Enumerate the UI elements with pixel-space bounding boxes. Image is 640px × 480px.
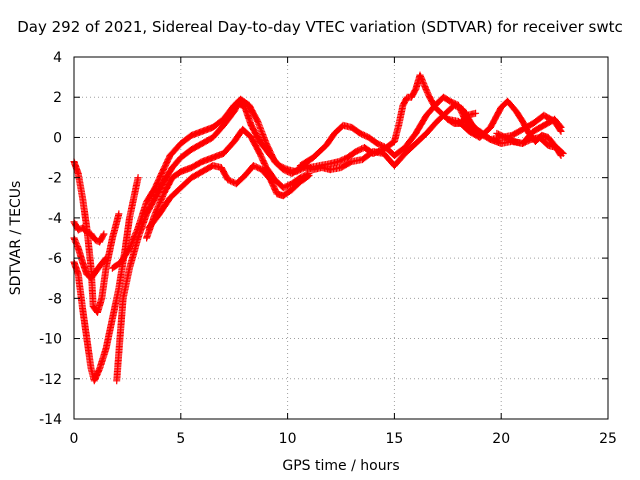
y-tick-label: -4 [48,211,62,227]
x-axis-label: GPS time / hours [282,458,399,474]
series-track-5 [113,99,334,385]
series-track-6 [108,95,313,272]
x-tick-label: 0 [70,431,79,447]
marker-trace [145,162,313,232]
axis-ticks: 0 5 10 15 20 25 -14 -12 -10 -8 -6 -4 -2 0 2 4 [39,50,617,447]
plot-frame [73,56,609,420]
marker-trace [108,95,313,272]
series-track-8 [145,162,313,232]
y-tick-label: -14 [39,412,62,428]
y-tick-label: -2 [48,171,62,187]
x-tick-label: 25 [599,431,617,447]
y-tick-label: 0 [53,130,62,146]
y-tick-label: -8 [48,291,62,307]
marker-trace [493,129,567,158]
y-tick-label: -6 [48,251,62,267]
y-tick-label: 2 [53,90,62,106]
marker-trace [143,125,313,242]
y-tick-label: -12 [39,372,62,388]
y-tick-label: 4 [53,50,62,66]
y-axis-label: SDTVAR / TECUs [8,181,24,296]
y-tick-label: -10 [39,332,62,348]
data-markers [70,71,567,385]
marker-trace [113,99,334,385]
x-tick-label: 10 [279,431,297,447]
x-tick-label: 15 [385,431,403,447]
x-tick-label: 5 [176,431,185,447]
chart-title: Day 292 of 2021, Sidereal Day-to-day VTE… [17,18,623,36]
series-track-7 [143,125,313,242]
series-track-14 [493,129,567,158]
x-tick-label: 20 [492,431,510,447]
grid-lines [74,57,608,419]
